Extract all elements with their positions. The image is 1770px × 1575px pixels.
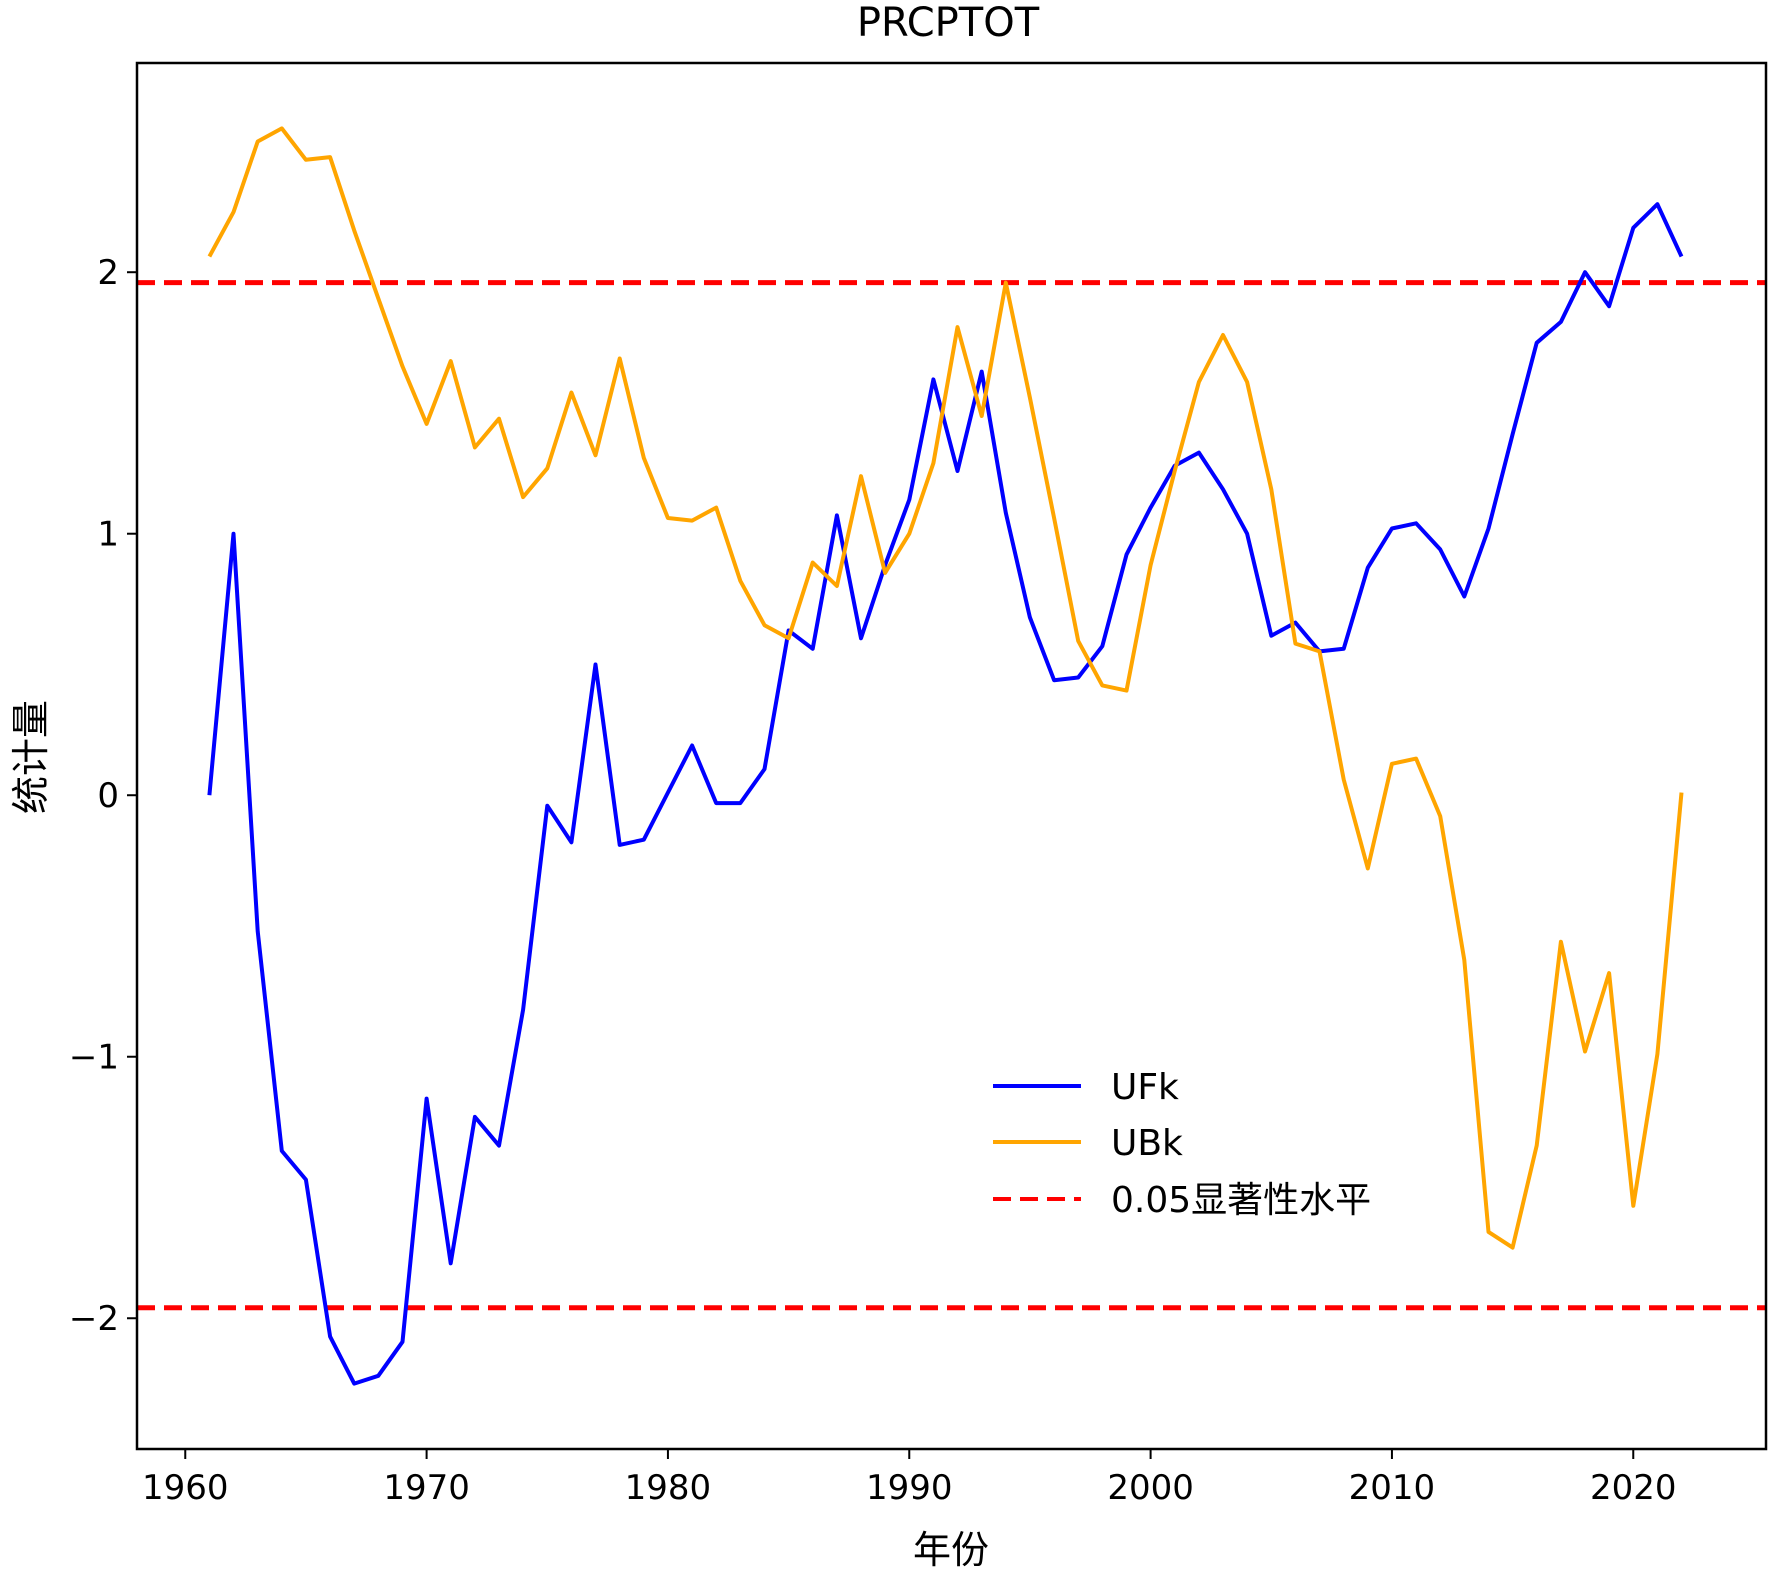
x-tick-label: 2010	[1349, 1468, 1436, 1508]
plot-area	[137, 126, 1766, 1386]
y-tick-label: 2	[97, 253, 119, 293]
chart-title: PRCPTOT	[857, 0, 1040, 46]
y-tick-label: −1	[69, 1038, 119, 1078]
legend-label-ubk: UBk	[1111, 1123, 1183, 1164]
plot-frame	[135, 61, 1768, 1451]
y-tick-label: −2	[69, 1299, 119, 1339]
y-tick-label: 1	[97, 515, 119, 555]
legend-label-significance: 0.05显著性水平	[1111, 1180, 1371, 1221]
legend: UFk UBk 0.05显著性水平	[993, 1067, 1371, 1221]
x-tick-label: 2000	[1107, 1468, 1194, 1508]
x-tick-label: 1990	[866, 1468, 953, 1508]
x-axis: 1960 1970 1980 1990 2000 2010 2020	[142, 1449, 1677, 1508]
y-axis: −2 −1 0 1 2	[69, 253, 137, 1339]
x-tick-label: 1960	[142, 1468, 229, 1508]
y-tick-label: 0	[97, 776, 119, 816]
x-tick-label: 2020	[1590, 1468, 1677, 1508]
x-tick-label: 1970	[383, 1468, 470, 1508]
x-axis-title: 年份	[913, 1528, 989, 1572]
y-axis-title: 统计量	[9, 700, 53, 814]
series-line-ufk	[207, 202, 1684, 1386]
legend-label-ufk: UFk	[1111, 1067, 1179, 1108]
x-tick-label: 1980	[625, 1468, 712, 1508]
series-line-ubk	[207, 126, 1684, 1250]
